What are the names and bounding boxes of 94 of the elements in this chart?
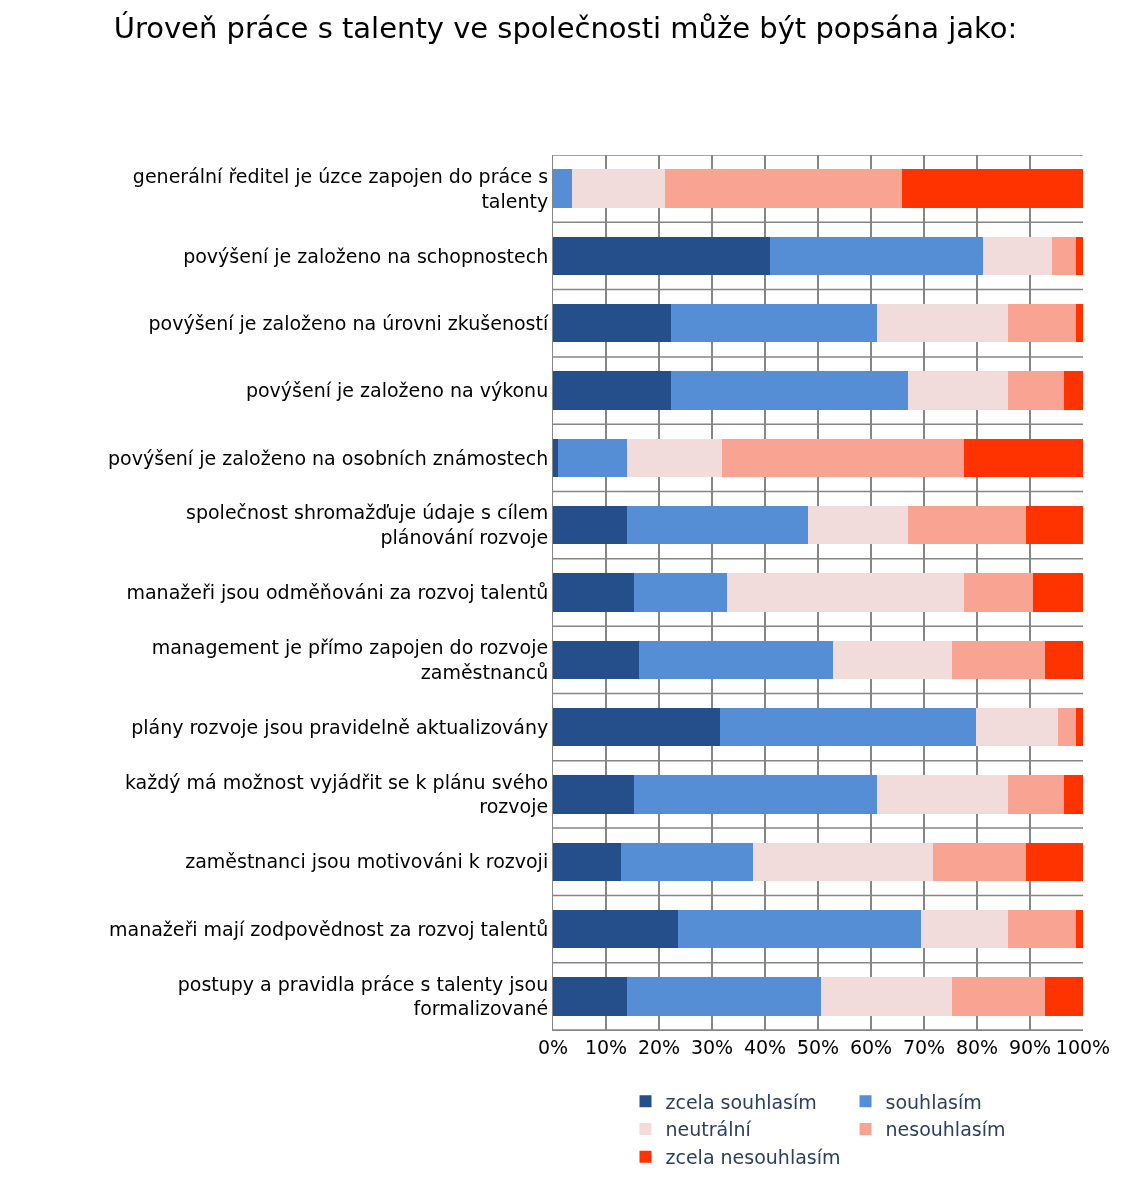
y-tick-label: management je přímo zapojen do rozvoje zaměstnanců: [151, 636, 549, 683]
bar: [639, 640, 833, 679]
bar: [907, 506, 1026, 545]
bar: [671, 304, 877, 343]
bar: [1044, 640, 1083, 679]
y-tick-label: zaměstnanci jsou motivováni k rozvoji: [185, 850, 549, 873]
bar: [1076, 304, 1083, 343]
bar: [907, 371, 1008, 410]
y-tick-label: každý má možnost vyjádřit se k plánu svého rozvoje: [124, 770, 549, 818]
bar: [1076, 236, 1083, 276]
bar: [1063, 371, 1083, 410]
bar: [963, 438, 1083, 478]
bar: [876, 775, 1008, 814]
x-tick-label: 100%: [1055, 1035, 1111, 1058]
y-tick-label: povýšení je založeno na úrovni zkušeností: [148, 311, 549, 334]
y-tick-label: postupy a pravidla práce s talenty jsou formalizované: [177, 972, 549, 1020]
y-tick-label: generální ředitel je úzce zapojen do práce s talenty: [132, 164, 549, 212]
bar: [553, 573, 634, 612]
legend-label: souhlasím: [885, 1090, 982, 1113]
bar: [1007, 371, 1064, 410]
bar: [933, 842, 1026, 881]
bar: [1063, 775, 1083, 814]
bar: [558, 438, 628, 478]
legend-label: zcela nesouhlasím: [665, 1146, 841, 1169]
x-tick-label: 70%: [902, 1035, 946, 1058]
bar: [627, 977, 821, 1016]
bar: [1058, 707, 1077, 747]
bar: [982, 236, 1052, 276]
bar: [553, 304, 672, 343]
bar: [553, 371, 672, 410]
bar: [920, 909, 1008, 949]
legend-label: nesouhlasím: [885, 1118, 1006, 1141]
bar: [1051, 236, 1077, 276]
bar: [553, 236, 771, 276]
bar: [553, 438, 559, 478]
bar: [1025, 506, 1083, 545]
bar: [1076, 909, 1083, 949]
x-tick-label: 60%: [849, 1035, 893, 1058]
bar: [571, 169, 665, 208]
chart-title: Úroveň práce s talenty ve společnosti může být popsána jako:: [113, 11, 1018, 46]
bar: [752, 842, 934, 881]
bar: [633, 573, 728, 612]
bar: [1007, 909, 1077, 949]
bar: [553, 640, 640, 679]
bar: [1025, 842, 1083, 881]
x-tick-label: 90%: [1008, 1035, 1052, 1058]
bar: [621, 842, 753, 881]
bar: [832, 640, 952, 679]
bar: [1007, 775, 1064, 814]
x-tick-label: 30%: [690, 1035, 734, 1058]
bar: [553, 506, 628, 545]
bar: [627, 506, 809, 545]
bar: [553, 707, 721, 747]
bar: [720, 707, 977, 747]
y-tick-label: plány rozvoje jsou pravidelně aktualizovány: [131, 715, 549, 738]
x-tick-label: 10%: [584, 1035, 628, 1058]
legend-label: zcela souhlasím: [665, 1090, 817, 1113]
x-tick-label: 40%: [743, 1035, 787, 1058]
y-tick-label: povýšení je založeno na výkonu: [245, 379, 549, 402]
bar: [553, 909, 678, 949]
bar: [951, 640, 1045, 679]
bar: [1044, 977, 1083, 1016]
bar: [721, 438, 964, 478]
bar: [727, 573, 964, 612]
bar: [820, 977, 952, 1016]
x-tick-label: 20%: [637, 1035, 681, 1058]
bar: [976, 707, 1059, 747]
bar: [553, 842, 622, 881]
bar: [951, 977, 1045, 1016]
bar: [627, 438, 722, 478]
bar: [671, 371, 908, 410]
bar: [1076, 707, 1083, 747]
bar: [553, 977, 628, 1016]
y-tick-label: povýšení je založeno na osobních známostech: [108, 446, 549, 469]
bar: [677, 909, 921, 949]
y-tick-label: manažeři mají zodpovědnost za rozvoj talentů: [109, 917, 549, 940]
bar: [553, 169, 572, 208]
x-tick-label: 80%: [955, 1035, 999, 1058]
legend-label: neutrální: [665, 1118, 752, 1141]
bar: [876, 304, 1008, 343]
bar: [901, 169, 1083, 208]
bar: [1033, 573, 1083, 612]
bar: [633, 775, 877, 814]
bar: [770, 236, 983, 276]
bar: [808, 506, 908, 545]
x-tick-label: 50%: [796, 1035, 840, 1058]
bar: [1007, 304, 1077, 343]
x-tick-label: 0%: [537, 1035, 569, 1058]
y-tick-label: společnost shromažďuje údaje s cílem plánování rozvoje: [186, 501, 549, 549]
bar: [664, 169, 902, 208]
bar: [553, 775, 634, 814]
y-tick-label: povýšení je založeno na schopnostech: [183, 244, 549, 267]
y-tick-label: manažeři jsou odměňováni za rozvoj talentů: [126, 581, 549, 604]
bar: [963, 573, 1034, 612]
